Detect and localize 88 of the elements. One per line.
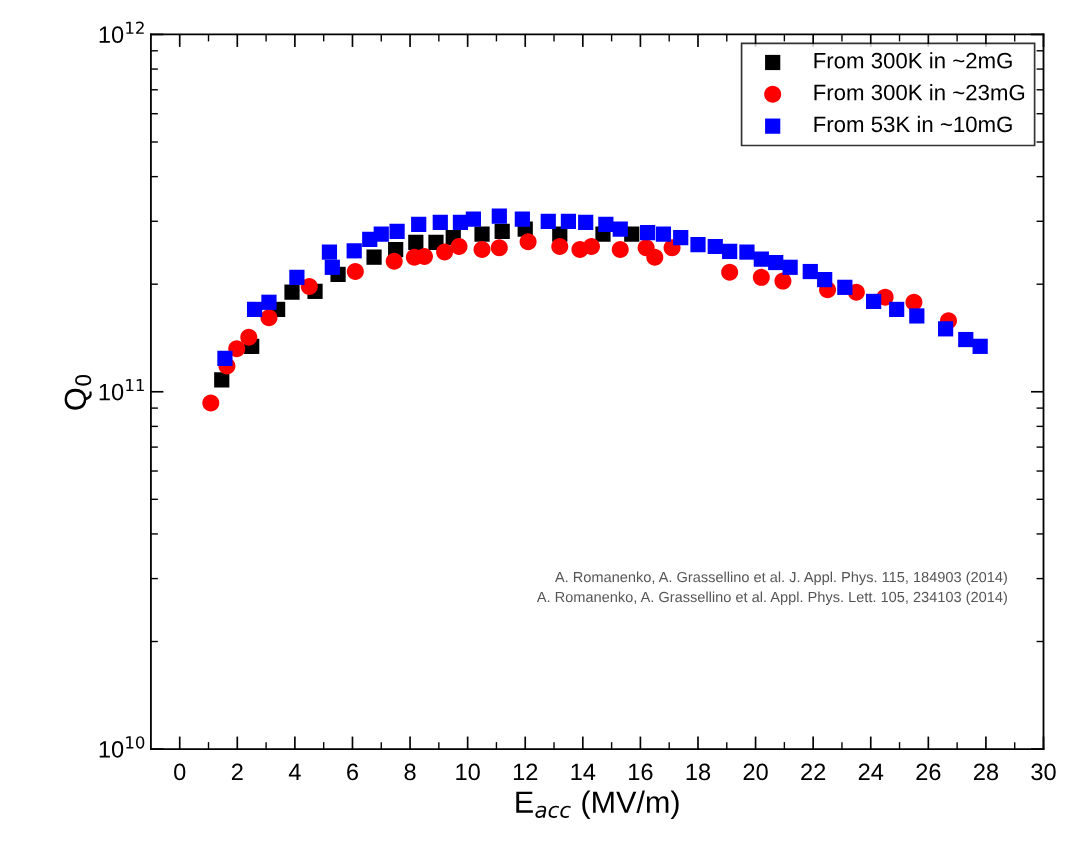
point — [366, 249, 382, 265]
point — [837, 279, 853, 295]
point — [385, 252, 403, 270]
point — [753, 251, 769, 267]
point — [408, 234, 424, 250]
x-tick-label: 4 — [288, 763, 301, 781]
point — [739, 244, 755, 260]
point — [240, 328, 258, 346]
x-tick-label: 18 — [686, 763, 711, 781]
point — [540, 213, 556, 229]
point — [450, 237, 468, 255]
point — [494, 223, 510, 240]
point — [284, 284, 300, 300]
x-tick-label: 22 — [801, 763, 826, 781]
y-axis-title: Q$_{0}$ — [64, 374, 92, 410]
point — [578, 214, 594, 230]
point — [889, 301, 905, 318]
point — [346, 263, 364, 281]
point — [411, 216, 427, 233]
x-tick-label: 26 — [916, 763, 941, 781]
x-tick-label: 0 — [174, 763, 186, 781]
point — [261, 294, 277, 310]
x-tick-label: 6 — [347, 763, 358, 781]
point — [490, 239, 508, 257]
point — [465, 211, 482, 227]
point — [246, 301, 263, 318]
point — [690, 237, 706, 253]
point — [260, 309, 278, 327]
point — [611, 241, 629, 259]
point — [655, 226, 672, 242]
point — [300, 278, 318, 296]
point — [289, 269, 305, 285]
point — [560, 213, 577, 229]
point — [373, 226, 389, 242]
y-tick-label: 10$^{11}$ — [99, 379, 144, 401]
point — [346, 243, 362, 259]
point — [598, 216, 614, 233]
point — [938, 321, 954, 337]
point — [802, 263, 818, 280]
point — [721, 263, 739, 281]
x-tick-label: 24 — [858, 763, 884, 781]
legend-label: From 300K in ~23mG — [814, 84, 1025, 101]
point — [639, 224, 656, 241]
point — [582, 237, 600, 255]
x-tick-label: 10 — [456, 763, 480, 781]
x-tick-label: 8 — [404, 763, 416, 781]
legend-label: From 53K in ~10mG — [814, 115, 1012, 133]
point — [782, 259, 798, 275]
point — [519, 233, 537, 251]
x-axis-title: E$_{acc}$ (MV/m) — [516, 790, 679, 819]
point — [612, 221, 628, 237]
x-tick-label: 14 — [571, 763, 596, 781]
point — [673, 230, 689, 246]
x-tick-label: 16 — [629, 763, 653, 781]
point — [217, 350, 233, 366]
x-tick-label: 2 — [231, 763, 243, 781]
point — [722, 243, 738, 260]
point — [202, 394, 220, 412]
legend-label: From 300K in ~2mG — [814, 52, 1012, 69]
point — [817, 272, 833, 288]
y-tick-label: 10$^{10}$ — [99, 736, 145, 758]
point — [752, 268, 770, 286]
x-tick-label: 12 — [513, 763, 538, 781]
point — [432, 214, 448, 230]
point — [866, 293, 882, 310]
point — [646, 248, 664, 266]
x-tick-label: 20 — [743, 763, 768, 781]
point — [473, 241, 491, 259]
point — [909, 308, 925, 324]
point — [321, 244, 338, 260]
point — [514, 211, 530, 227]
annotation: A. Romanenko, A. Grassellino et al. J. Appl. Phys. 115, 184903 (2014) A. Romanenko, A. Grassellino et al. Appl. Phys. Lett. 105, 234103 (2014) — [536, 571, 1007, 606]
point — [389, 223, 405, 240]
point — [491, 208, 507, 224]
point — [474, 226, 490, 242]
x-tick-label: 30 — [1031, 763, 1056, 781]
point — [228, 340, 246, 358]
point — [214, 372, 230, 388]
point — [972, 338, 988, 354]
point — [707, 238, 723, 255]
y-tick-label: 10$^{12}$ — [99, 21, 144, 44]
point — [958, 331, 974, 348]
point — [436, 243, 454, 261]
point — [551, 237, 569, 255]
point — [768, 254, 784, 271]
point — [774, 272, 792, 290]
x-tick-label: 28 — [973, 763, 999, 781]
point — [324, 259, 340, 275]
